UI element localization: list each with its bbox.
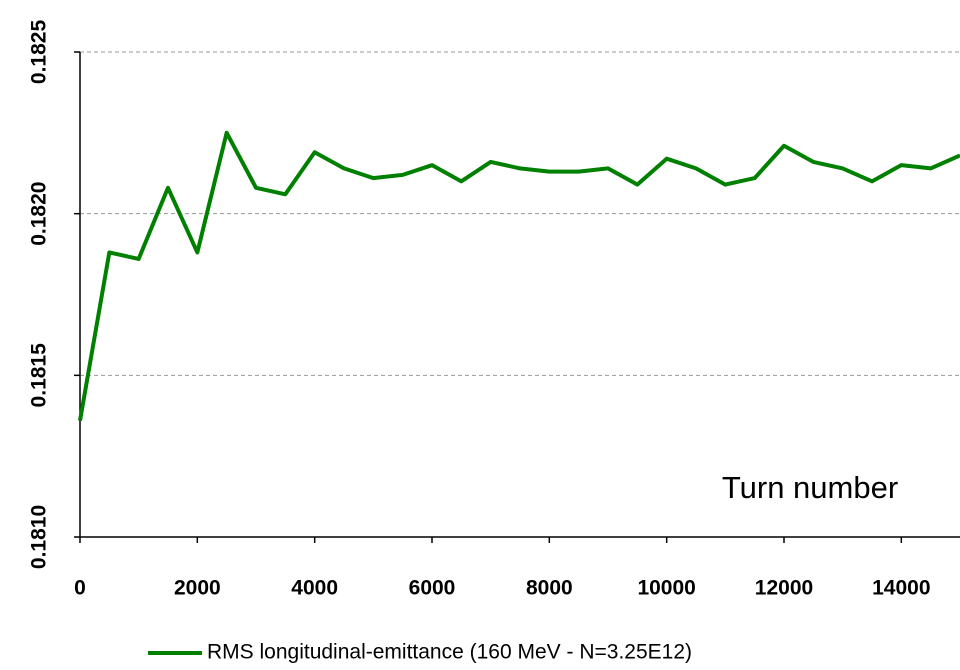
x-tick-label: 10000 bbox=[637, 577, 695, 600]
x-tick-label: 0 bbox=[74, 577, 86, 600]
x-tick-label: 4000 bbox=[291, 577, 338, 600]
x-tick-label: 12000 bbox=[755, 577, 813, 600]
x-tick-label: 6000 bbox=[409, 577, 456, 600]
legend-label: RMS longitudinal-emittance (160 MeV - N=… bbox=[207, 641, 692, 664]
y-tick-label: 0.1815 bbox=[28, 343, 51, 408]
y-tick-label: 0.1810 bbox=[28, 505, 51, 569]
annotation: Turn number bbox=[722, 470, 898, 505]
data-line bbox=[78, 130, 960, 421]
x-tick-label: 8000 bbox=[526, 577, 573, 600]
x-tick-label: 2000 bbox=[174, 577, 221, 600]
y-tick-label: 0.1825 bbox=[28, 20, 51, 85]
y-tick-label: 0.1820 bbox=[28, 182, 51, 246]
x-tick-label: 14000 bbox=[872, 577, 930, 600]
